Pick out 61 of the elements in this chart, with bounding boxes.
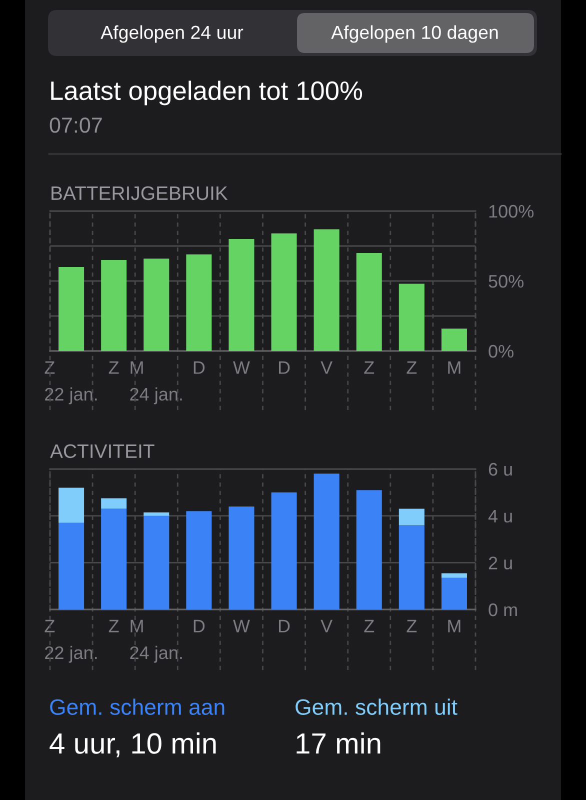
x-tick-label: W [233,361,250,374]
y-tick-label: 2 u [488,556,512,570]
text: Gem. scherm uit [296,698,458,715]
bar [398,525,424,610]
bar [441,328,467,351]
x-tick-label: Z [364,620,374,632]
bar [228,506,254,610]
bar [398,284,424,351]
bar [314,474,340,610]
bar [356,490,382,610]
bar [356,253,382,351]
bar [441,578,467,610]
text: 07:07 [50,118,102,133]
y-tick-label: 100% [489,204,534,218]
bar [144,516,170,610]
bar [186,254,212,351]
x-tick-label: Z [108,361,119,374]
bar [58,267,84,351]
text: Afgelopen 10 dagen [331,25,498,43]
x-tick-label: Z [406,620,417,632]
y-tick-label: 0% [488,344,514,358]
bar [398,508,424,526]
y-tick-label: 6 u [488,462,512,476]
x-tick-label: Z 22 jan. [44,620,97,663]
bar [186,511,212,610]
bar [58,488,84,523]
x-tick-label: M 24 jan. [130,361,182,404]
y-tick-label: 4 u [488,510,512,523]
x-tick-label: Z [108,620,119,632]
x-tick-label: V [320,620,333,632]
x-tick-label: D [194,620,205,632]
x-tick-label: D [278,361,290,374]
x-tick-label: D [194,361,205,374]
bar [101,508,127,610]
chart-title: BATTERIJGEBRUIK [52,186,228,200]
bar [228,239,254,351]
x-tick-label: V [320,361,333,374]
bar [314,229,340,351]
text: Afgelopen 24 uur [100,25,244,43]
x-tick-label: D [278,620,290,632]
bar [101,260,127,351]
bar [271,492,297,610]
y-tick-label: 0 m [488,603,517,616]
x-tick-label: W [233,620,250,632]
text: Gem. scherm aan [50,698,224,715]
x-tick-label: M [448,620,460,632]
x-tick-label: M 24 jan. [130,620,182,663]
bar [101,498,127,509]
y-tick-label: 50% [488,274,524,288]
bar [144,512,170,516]
text: 4 uur, 10 min [50,732,216,758]
x-tick-label: Z [406,361,417,374]
x-tick-label: Z [364,361,374,374]
bar [271,233,297,351]
bar [144,258,170,351]
chart-title: ACTIVITEIT [50,444,154,458]
bar [58,522,84,610]
text: 17 min [296,732,380,754]
x-tick-label: M [448,361,460,374]
text: Laatst opgeladen tot 100% [51,80,362,106]
bar [441,573,467,578]
